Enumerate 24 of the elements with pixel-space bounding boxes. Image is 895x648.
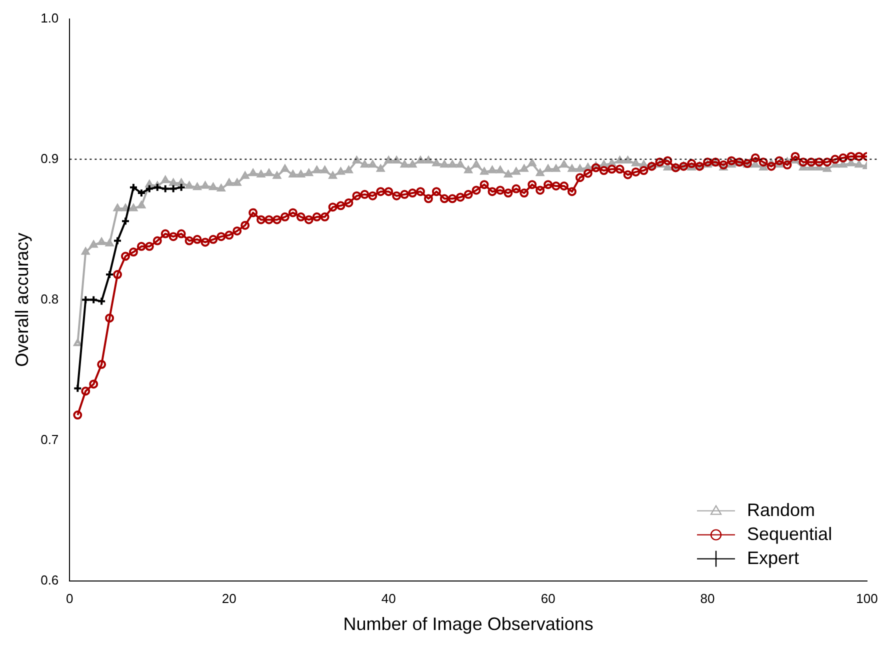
y-tick-label: 1.0 xyxy=(40,10,59,26)
point xyxy=(81,295,90,304)
point xyxy=(168,184,178,194)
x-tick-label: 80 xyxy=(700,591,715,606)
x-tick-label: 40 xyxy=(381,591,396,606)
y-axis-title: Overall accuracy xyxy=(12,232,32,367)
legend-label: Random xyxy=(747,500,816,520)
y-tick-label: 0.8 xyxy=(40,291,59,306)
x-tick-label: 100 xyxy=(856,591,878,606)
x-tick-label: 0 xyxy=(66,591,74,606)
y-tick-label: 0.6 xyxy=(40,572,59,588)
point xyxy=(97,296,106,306)
legend-label: Expert xyxy=(747,548,800,568)
point xyxy=(160,184,170,194)
point xyxy=(144,184,154,194)
legend-label: Sequential xyxy=(747,524,832,544)
point xyxy=(152,182,162,192)
y-tick-label: 0.9 xyxy=(40,150,59,166)
point xyxy=(128,182,138,192)
x-tick-label: 20 xyxy=(222,591,236,606)
x-axis-title: Number of Image Observations xyxy=(343,614,594,634)
y-tick-label: 0.7 xyxy=(40,432,59,447)
x-tick-label: 60 xyxy=(540,591,556,606)
point xyxy=(89,295,98,304)
